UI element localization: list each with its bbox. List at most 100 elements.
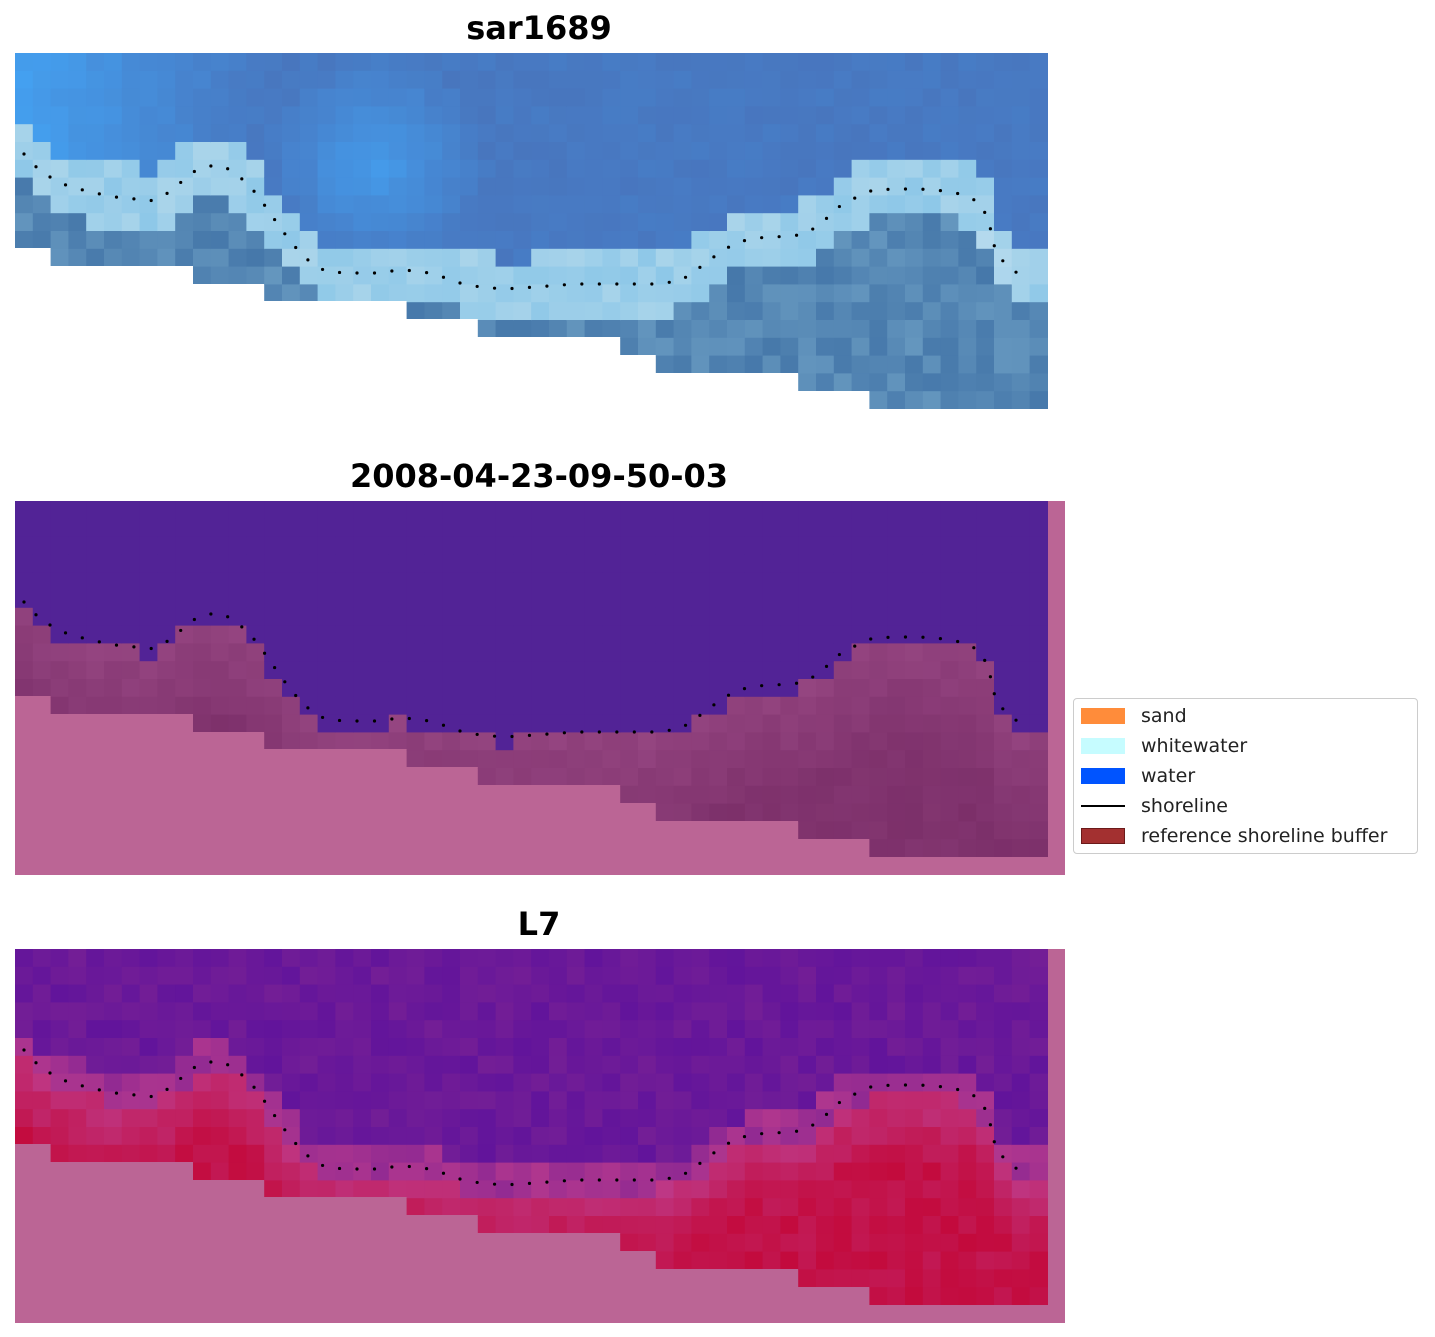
class-pixel: [655, 625, 675, 644]
shoreline-dot: [853, 196, 857, 200]
index-pixel: [976, 1269, 995, 1288]
image-pixel: [406, 142, 425, 161]
image-pixel: [15, 213, 34, 232]
class-pixel: [228, 518, 247, 538]
image-pixel: [50, 248, 69, 266]
class-pixel: [442, 732, 461, 751]
class-pixel: [353, 590, 372, 609]
index-pixel: [727, 1055, 746, 1075]
shoreline-dot: [545, 1180, 549, 1184]
image-pixel: [976, 142, 995, 161]
class-pixel: [210, 536, 230, 555]
index-pixel: [655, 1233, 675, 1253]
index-pixel: [798, 1073, 817, 1092]
shoreline-dot: [458, 729, 462, 733]
class-pixel: [780, 696, 799, 716]
index-pixel: [388, 1073, 408, 1092]
buffer-swatch: [1081, 828, 1125, 844]
class-pixel: [282, 590, 301, 609]
shoreline-dot: [794, 1129, 799, 1133]
index-pixel: [709, 1020, 728, 1039]
index-pixel: [691, 1091, 710, 1110]
index-pixel: [905, 1038, 924, 1057]
image-pixel: [994, 213, 1013, 232]
index-pixel: [50, 1091, 69, 1110]
class-pixel: [994, 696, 1013, 716]
image-pixel: [727, 266, 746, 285]
index-pixel: [994, 1020, 1013, 1039]
class-pixel: [655, 679, 675, 698]
index-pixel: [780, 984, 799, 1003]
index-pixel: [655, 1180, 675, 1199]
index-pixel: [317, 984, 336, 1003]
image-pixel: [744, 195, 764, 214]
shoreline-dot: [262, 203, 267, 207]
index-pixel: [549, 1055, 568, 1075]
index-pixel: [531, 1127, 550, 1146]
image-pixel: [388, 159, 408, 179]
index-pixel: [922, 1216, 942, 1235]
class-pixel: [32, 590, 52, 609]
shoreline-dot: [712, 1151, 716, 1155]
class-pixel: [976, 750, 995, 769]
index-pixel: [246, 1109, 265, 1128]
class-pixel: [210, 572, 230, 591]
image-pixel: [228, 142, 247, 161]
index-pixel: [673, 966, 692, 986]
index-pixel: [513, 1180, 532, 1199]
shoreline-dot: [903, 187, 908, 191]
image-pixel: [317, 195, 336, 214]
class-pixel: [940, 590, 959, 609]
image-pixel: [869, 213, 888, 232]
image-pixel: [139, 195, 158, 214]
image-pixel: [727, 355, 746, 373]
class-pixel: [709, 732, 728, 751]
index-pixel: [869, 1091, 888, 1110]
image-pixel: [460, 213, 479, 232]
image-pixel: [442, 106, 461, 125]
index-pixel: [958, 1055, 977, 1075]
index-pixel: [994, 1127, 1013, 1146]
index-pixel: [549, 966, 568, 986]
index-pixel: [406, 949, 425, 968]
image-pixel: [994, 195, 1013, 214]
class-pixel: [228, 643, 247, 662]
shoreline-dot: [320, 1163, 325, 1168]
class-pixel: [495, 750, 514, 769]
index-pixel: [887, 1091, 906, 1110]
index-pixel: [602, 1055, 621, 1075]
index-pixel: [460, 1055, 479, 1075]
image-pixel: [15, 53, 34, 72]
image-pixel: [940, 391, 959, 409]
shoreline-dot: [390, 717, 394, 721]
image-pixel: [816, 213, 835, 232]
class-pixel: [460, 661, 479, 680]
image-pixel: [566, 159, 586, 179]
image-pixel: [887, 195, 906, 214]
class-pixel: [495, 714, 514, 733]
class-pixel: [566, 536, 586, 555]
image-pixel: [620, 337, 639, 355]
index-pixel: [709, 1055, 728, 1075]
image-pixel: [424, 302, 443, 319]
image-pixel: [638, 142, 657, 161]
class-pixel: [282, 625, 301, 644]
image-pixel: [940, 106, 959, 125]
index-pixel: [762, 984, 781, 1003]
index-pixel: [15, 966, 34, 986]
class-pixel: [798, 750, 817, 769]
image-pixel: [762, 159, 781, 179]
class-pixel: [549, 732, 568, 751]
class-pixel: [709, 554, 728, 573]
index-pixel: [32, 1002, 52, 1021]
class-pixel: [282, 518, 301, 538]
class-pixel: [246, 714, 265, 732]
index-pixel: [264, 1127, 283, 1146]
index-pixel: [744, 1216, 764, 1235]
image-pixel: [104, 124, 123, 143]
class-pixel: [210, 607, 230, 627]
image-pixel: [673, 355, 692, 373]
class-pixel: [32, 679, 52, 696]
class-pixel: [691, 732, 710, 751]
class-pixel: [282, 661, 301, 680]
